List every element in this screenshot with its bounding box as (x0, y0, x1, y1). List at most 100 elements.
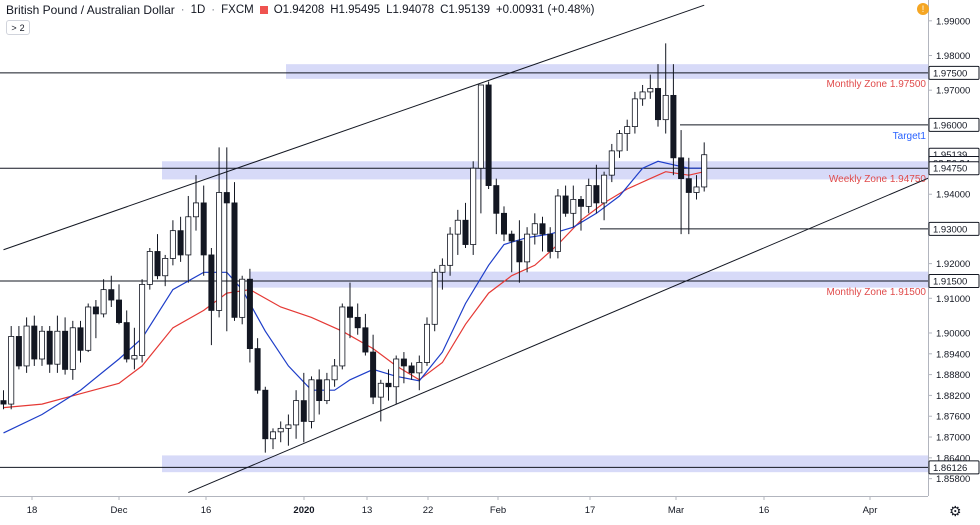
candle-body[interactable] (662, 94, 669, 121)
candle-body[interactable] (655, 88, 662, 121)
candle-body[interactable] (54, 330, 61, 365)
candle-body[interactable] (570, 199, 577, 214)
candle-body[interactable] (208, 254, 215, 311)
candle-body[interactable] (123, 322, 130, 360)
candle-body[interactable] (500, 212, 507, 235)
candle-body[interactable] (647, 88, 654, 93)
candle-body[interactable] (454, 219, 461, 235)
candle-body[interactable] (362, 327, 369, 353)
candle-body[interactable] (100, 289, 107, 315)
candle-body[interactable] (146, 251, 153, 285)
candle-body[interactable] (493, 185, 500, 214)
time-axis[interactable] (0, 496, 928, 520)
candle-body[interactable] (447, 233, 454, 266)
trendline[interactable] (188, 174, 936, 493)
candle-body[interactable] (254, 348, 261, 391)
candle-body[interactable] (354, 316, 361, 329)
candle-body[interactable] (539, 223, 546, 235)
candle-body[interactable] (316, 379, 323, 402)
candle-body[interactable] (331, 365, 338, 381)
candle-body[interactable] (92, 306, 99, 315)
candle-body[interactable] (670, 94, 677, 159)
alert-icon[interactable]: ! (917, 3, 929, 15)
candle-body[interactable] (62, 330, 69, 370)
candle-body[interactable] (192, 202, 199, 218)
candle-body[interactable] (216, 192, 223, 311)
candle-body[interactable] (377, 382, 384, 398)
interval-label[interactable]: 1D (190, 4, 206, 16)
candle-body[interactable] (116, 299, 123, 323)
candle-body[interactable] (246, 278, 253, 349)
candle-body[interactable] (231, 202, 238, 318)
candle-body[interactable] (77, 327, 84, 351)
candle-body[interactable] (323, 379, 330, 402)
candle-body[interactable] (169, 230, 176, 259)
candle-body[interactable] (108, 289, 115, 301)
candle-body[interactable] (69, 327, 76, 370)
candle-body[interactable] (31, 325, 38, 360)
candle-body[interactable] (385, 382, 392, 388)
candle-body[interactable] (601, 174, 608, 204)
candle-body[interactable] (8, 336, 15, 405)
candle-body[interactable] (416, 362, 423, 374)
candle-body[interactable] (162, 258, 169, 277)
candle-body[interactable] (593, 185, 600, 204)
candle-body[interactable] (408, 365, 415, 374)
candle-body[interactable] (470, 167, 477, 245)
candle-body[interactable] (23, 325, 30, 367)
candle-body[interactable] (562, 195, 569, 214)
candle-body[interactable] (39, 330, 46, 360)
candle-body[interactable] (477, 84, 484, 169)
candle-body[interactable] (423, 323, 430, 363)
candle-body[interactable] (624, 126, 631, 134)
candle-body[interactable] (139, 284, 146, 356)
candle-body[interactable] (0, 400, 7, 405)
candle-body[interactable] (277, 427, 284, 433)
candle-body[interactable] (578, 199, 585, 207)
candle-body[interactable] (346, 306, 353, 318)
candle-body[interactable] (285, 424, 292, 429)
candle-body[interactable] (701, 154, 708, 188)
candle-body[interactable] (308, 379, 315, 422)
candle-body[interactable] (239, 278, 246, 318)
candle-body[interactable] (608, 150, 615, 176)
candle-body[interactable] (262, 389, 269, 440)
candle-body[interactable] (15, 336, 22, 367)
trendline[interactable] (3, 4, 705, 251)
candle-body[interactable] (685, 178, 692, 193)
candle-body[interactable] (293, 400, 300, 426)
candle-body[interactable] (177, 230, 184, 256)
candle-body[interactable] (393, 358, 400, 388)
candle-body[interactable] (431, 271, 438, 325)
candle-body[interactable] (678, 157, 685, 180)
candle-body[interactable] (439, 264, 446, 273)
candle-body[interactable] (639, 91, 646, 100)
candle-body[interactable] (154, 251, 161, 277)
candle-body[interactable] (370, 351, 377, 398)
candle-body[interactable] (516, 240, 523, 263)
candle-body[interactable] (46, 330, 53, 365)
candle-body[interactable] (300, 400, 307, 422)
candle-body[interactable] (200, 202, 207, 256)
collapse-indicators-button[interactable]: > 2 (6, 20, 30, 35)
candle-body[interactable] (547, 233, 554, 252)
candle-body[interactable] (524, 233, 531, 263)
candle-body[interactable] (485, 84, 492, 186)
candle-body[interactable] (185, 216, 192, 256)
settings-gear-icon[interactable]: ⚙ (949, 503, 962, 519)
symbol-name[interactable]: British Pound / Australian Dollar (6, 3, 175, 17)
candle-body[interactable] (462, 219, 469, 245)
candle-body[interactable] (400, 358, 407, 367)
candle-body[interactable] (85, 306, 92, 351)
candle-body[interactable] (339, 306, 346, 367)
candle-body[interactable] (508, 233, 515, 242)
candle-body[interactable] (554, 195, 561, 252)
candle-body[interactable] (616, 133, 623, 152)
candle-body[interactable] (531, 223, 538, 235)
candle-body[interactable] (585, 185, 592, 207)
candle-body[interactable] (131, 355, 138, 360)
candle-body[interactable] (631, 98, 638, 128)
candle-body[interactable] (693, 186, 700, 193)
